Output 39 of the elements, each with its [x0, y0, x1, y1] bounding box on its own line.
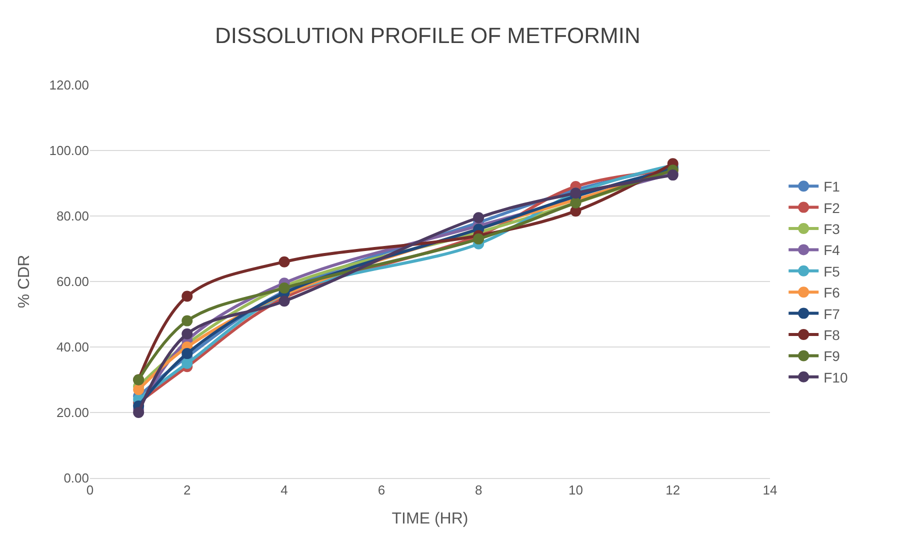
y-tick-label: 100.00	[49, 143, 89, 158]
legend-label: F6	[824, 284, 840, 301]
point	[182, 328, 193, 340]
y-tick-label: 0.00	[64, 470, 89, 486]
x-tick-label: 12	[666, 482, 680, 498]
point	[278, 296, 290, 307]
chart-title: DISSOLUTION PROFILE OF METFORMIN	[215, 22, 640, 48]
legend-label: F7	[824, 306, 840, 322]
legend-label: F3	[824, 220, 840, 237]
legend-label: F5	[824, 263, 840, 280]
point	[133, 407, 144, 418]
point	[182, 315, 193, 326]
y-tick-label: 120.00	[49, 78, 89, 93]
y-axis-title: % CDR	[16, 254, 34, 308]
x-tick-label: 6	[378, 482, 386, 498]
x-tick-label: 8	[474, 482, 482, 498]
point	[473, 212, 484, 224]
y-tick-label: 60.00	[56, 274, 89, 290]
point	[182, 358, 193, 369]
y-tick-label: 40.00	[56, 340, 89, 355]
x-tick-label: 2	[184, 482, 191, 498]
legend-label: F8	[824, 326, 840, 343]
legend-label: F1	[824, 178, 840, 195]
legend-label: F2	[824, 200, 840, 216]
y-tick-label: 80.00	[56, 208, 89, 224]
point	[278, 256, 290, 268]
x-tick-label: 0	[86, 482, 94, 498]
legend-label: F4	[824, 242, 840, 258]
x-tick-label: 4	[280, 482, 288, 498]
point	[133, 384, 144, 396]
x-axis-title: TIME (HR)	[392, 510, 468, 528]
y-tick-label: 20.00	[56, 405, 89, 420]
point	[182, 348, 193, 360]
legend-label: F9	[824, 348, 840, 364]
x-tick-label: 14	[762, 482, 778, 498]
legend-label: F10	[824, 369, 848, 386]
x-tick-label: 10	[568, 482, 583, 498]
point	[473, 233, 484, 244]
point	[182, 290, 193, 302]
